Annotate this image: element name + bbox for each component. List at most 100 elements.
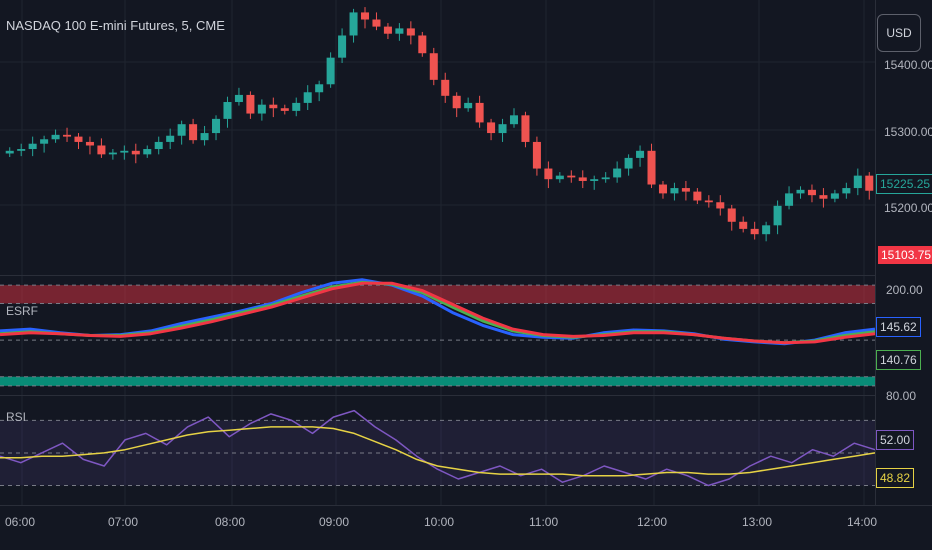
candle-body [338, 35, 347, 58]
candle-body [544, 168, 553, 180]
candle-body [97, 145, 106, 155]
candle-body [154, 141, 163, 150]
candle-body [601, 177, 610, 180]
candle-body [395, 28, 404, 34]
candle-body [555, 175, 564, 180]
candle-body [796, 189, 805, 194]
esrf-value-tag: 145.62 [876, 317, 921, 337]
candle-body [234, 94, 243, 103]
candle-body [487, 122, 496, 134]
candle-body [464, 102, 473, 109]
candle-body [223, 102, 232, 119]
time-tick-label: 14:00 [847, 515, 878, 529]
candle-body [315, 84, 324, 93]
candle-body [85, 141, 94, 146]
candle-body [200, 133, 209, 141]
price-tick-label: 15200.00 [884, 201, 932, 215]
candle-body [441, 79, 450, 96]
candle-body [624, 157, 633, 169]
candle-body [842, 188, 851, 194]
candle-body [177, 124, 186, 136]
candle-body [5, 150, 14, 154]
esrf-indicator-label[interactable]: ESRF [6, 304, 39, 318]
candle-body [131, 150, 140, 155]
time-tick-label: 11:00 [529, 515, 559, 529]
candle-body [166, 135, 175, 142]
candle-body [303, 92, 312, 103]
candle-body [212, 118, 221, 134]
candle-body [475, 102, 484, 123]
candle-body [762, 225, 771, 235]
candle-body [636, 150, 645, 158]
esrf-value-tag: 140.76 [876, 350, 921, 370]
rsi-pane[interactable] [0, 409, 876, 487]
rsi-ma-value-tag: 48.82 [876, 468, 915, 488]
time-tick-label: 12:00 [637, 515, 668, 529]
symbol-title[interactable]: NASDAQ 100 E-mini Futures, 5, CME [6, 18, 225, 33]
candle-body [647, 150, 656, 185]
time-tick-label: 09:00 [319, 515, 350, 529]
esrf-pane[interactable] [0, 278, 876, 387]
current-price-tag: 15225.25 [876, 174, 932, 194]
candle-body [326, 57, 335, 85]
currency-button[interactable]: USD [877, 14, 921, 52]
candle-body [418, 35, 427, 54]
last-price-tag: 15103.75 [878, 246, 932, 264]
series-line [0, 281, 876, 345]
candle-body [28, 143, 37, 150]
candle-body [349, 12, 358, 36]
candle-body [63, 134, 72, 137]
price-tick-label: 15400.00 [884, 58, 932, 72]
candle-body [681, 188, 690, 192]
candle-body [108, 152, 117, 155]
rsi-tick-label: 80.00 [886, 389, 917, 403]
candle-body [257, 104, 266, 114]
candle-body [704, 200, 713, 203]
candle-body [372, 19, 381, 27]
series-line [0, 426, 876, 477]
candle-body [429, 53, 438, 80]
candle-body [658, 184, 667, 194]
candle-body [292, 102, 301, 111]
rsi-indicator-label[interactable]: RSI [6, 410, 27, 424]
series-line [0, 409, 876, 487]
candle-body [750, 228, 759, 235]
candle-body [865, 175, 874, 191]
candle-body [383, 26, 392, 34]
candle-body [360, 12, 370, 20]
time-tick-label: 10:00 [424, 515, 455, 529]
price-pane[interactable] [5, 7, 874, 242]
candle-body [727, 208, 736, 222]
candle-body [567, 175, 576, 178]
candle-body [280, 108, 289, 111]
candle-body [74, 136, 83, 142]
candle-body [452, 95, 461, 109]
candle-body [189, 124, 198, 141]
candle-body [693, 191, 702, 201]
candle-body [269, 104, 278, 109]
candle-body [716, 202, 725, 209]
candle-body [498, 124, 507, 134]
candle-body [406, 28, 415, 36]
time-tick-label: 08:00 [215, 515, 246, 529]
time-tick-label: 13:00 [742, 515, 773, 529]
candle-body [590, 179, 599, 181]
candle-body [521, 115, 530, 142]
candle-body [578, 177, 587, 181]
candle-body [509, 115, 519, 125]
candle-body [819, 195, 828, 199]
candle-body [120, 150, 129, 153]
candle-body [613, 168, 622, 178]
candle-body [40, 139, 49, 144]
candle-body [830, 193, 839, 199]
candle-body [51, 134, 60, 140]
candle-body [785, 193, 794, 206]
rsi-value-tag: 52.00 [876, 430, 915, 450]
candle-body [143, 149, 152, 155]
candle-body [670, 188, 679, 194]
oversold-zone [0, 376, 875, 386]
candle-body [246, 94, 255, 114]
overbought-zone [0, 285, 875, 304]
esrf-tick-label: 200.00 [886, 283, 923, 297]
